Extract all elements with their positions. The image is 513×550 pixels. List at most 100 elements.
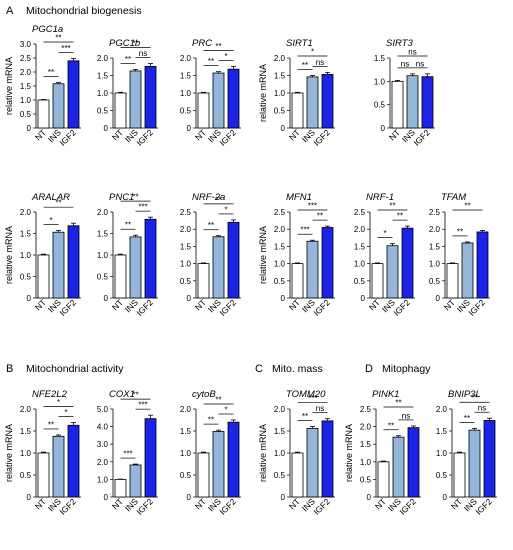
ytick-label: 0: [381, 124, 386, 133]
ytick-label: 1.0: [436, 449, 448, 458]
title-mfn1: MFN1: [286, 192, 312, 203]
bar-nt: [291, 263, 304, 299]
title-sirt1: SIRT1: [286, 38, 313, 49]
ytick-label: 1.0: [274, 260, 286, 269]
sig-label: ***: [308, 202, 317, 211]
bar-igf2: [227, 421, 240, 498]
title-aralar: ARALAR: [31, 192, 70, 203]
sig-label: ***: [138, 401, 147, 410]
ytick-label: 0.5: [20, 273, 32, 282]
ytick-label: 0.5: [20, 471, 32, 480]
sig-label: ns: [316, 58, 324, 67]
ytick-label: 0: [187, 124, 192, 133]
ytick-label: 0: [104, 124, 109, 133]
ytick-label: 0: [27, 124, 32, 133]
bar-ins: [212, 236, 225, 299]
bar-nt: [197, 452, 210, 498]
bar-ins: [212, 431, 225, 498]
bar-nt: [114, 478, 127, 498]
bar-nt: [114, 92, 127, 129]
ytick-label: 0.5: [436, 471, 448, 480]
sig-label: **: [132, 391, 138, 400]
ytick-label: 1.0: [20, 251, 32, 260]
sig-label: **: [132, 39, 138, 48]
sig-label: ***: [138, 203, 147, 212]
ytick-label: 2.5: [180, 208, 192, 217]
xcat-igf2: IGF2: [134, 297, 155, 318]
ytick-label: 1.5: [354, 242, 366, 251]
ytick-label: 0.5: [274, 471, 286, 480]
sig-label: *: [311, 48, 314, 57]
ytick-label: 0: [361, 294, 366, 303]
xcat-nt: NT: [193, 297, 208, 312]
bar-igf2: [67, 60, 80, 129]
xcat-nt: NT: [110, 127, 125, 142]
ytick-label: 1.5: [20, 230, 32, 239]
sig-label: ***: [308, 394, 317, 403]
bar-nt: [37, 99, 50, 129]
xcat-nt: NT: [110, 297, 125, 312]
title-pnc1: PNC1: [109, 192, 134, 203]
title-pink1: PINK1: [372, 389, 399, 400]
section-a-letter: A: [6, 5, 14, 17]
ytick-label: 1.5: [274, 242, 286, 251]
title-pgc1b: PGC1b: [109, 38, 140, 49]
ytick-label: 1.0: [274, 449, 286, 458]
ytick-label: 2.0: [180, 405, 192, 414]
ytick-label: 5.0: [97, 405, 109, 414]
sig-label: *: [224, 406, 227, 415]
sig-label: ns: [316, 404, 324, 413]
bar-ins: [461, 242, 474, 299]
ytick-label: 0.5: [274, 107, 286, 116]
ytick-label: 1.0: [20, 96, 32, 105]
bar-ins: [129, 464, 142, 498]
sig-label: **: [457, 227, 463, 236]
ytick-label: 2.0: [429, 225, 441, 234]
title-nfe2l2: NFE2L2: [32, 389, 68, 400]
ytick-label: 0: [27, 493, 32, 502]
ytick-label: 0.5: [97, 273, 109, 282]
bar-ins: [406, 75, 419, 129]
sig-label: **: [215, 195, 221, 204]
sig-label: ***: [300, 226, 309, 235]
ytick-label: 0: [187, 294, 192, 303]
ytick-label: 1.5: [97, 230, 109, 239]
sig-label: *: [383, 229, 386, 238]
bar-nt: [197, 92, 210, 129]
ytick-label: 0: [104, 493, 109, 502]
bar-igf2: [227, 221, 240, 299]
ytick-label: 0.5: [97, 107, 109, 116]
sig-label: **: [317, 212, 323, 221]
ylabel-mfn1: relative mRNA: [258, 226, 268, 284]
ytick-label: 0: [436, 294, 441, 303]
sig-label: ns: [139, 49, 147, 58]
ytick-label: 2.0: [20, 405, 32, 414]
sig-label: **: [389, 202, 395, 211]
sig-label: **: [55, 34, 61, 43]
sig-label: ***: [123, 450, 132, 459]
xcat-igf2: IGF2: [134, 127, 155, 148]
xcat-igf2: IGF2: [466, 297, 487, 318]
ytick-label: 0: [443, 493, 448, 502]
ytick-label: 0.5: [354, 277, 366, 286]
bar-nt: [371, 263, 384, 299]
bar-nt: [197, 263, 210, 299]
ytick-label: 1.5: [274, 427, 286, 436]
title-nrf-2a: NRF-2a: [192, 192, 225, 203]
bar-igf2: [67, 225, 80, 299]
ytick-label: 2.5: [274, 208, 286, 217]
xcat-igf2: IGF2: [57, 127, 78, 148]
ytick-label: 1.5: [360, 440, 372, 449]
ytick-label: 1.0: [97, 475, 109, 484]
bar-igf2: [227, 68, 240, 129]
section-d-letter: D: [365, 363, 373, 375]
panel-pgc1a: PGC1a 0 0.5 1.0 1.5 2.0 2.5 3.0 relative mRNA NT I…: [4, 24, 81, 148]
ytick-label: 0: [187, 493, 192, 502]
ytick-label: 2.0: [180, 54, 192, 63]
xcat-nt: NT: [287, 496, 302, 511]
